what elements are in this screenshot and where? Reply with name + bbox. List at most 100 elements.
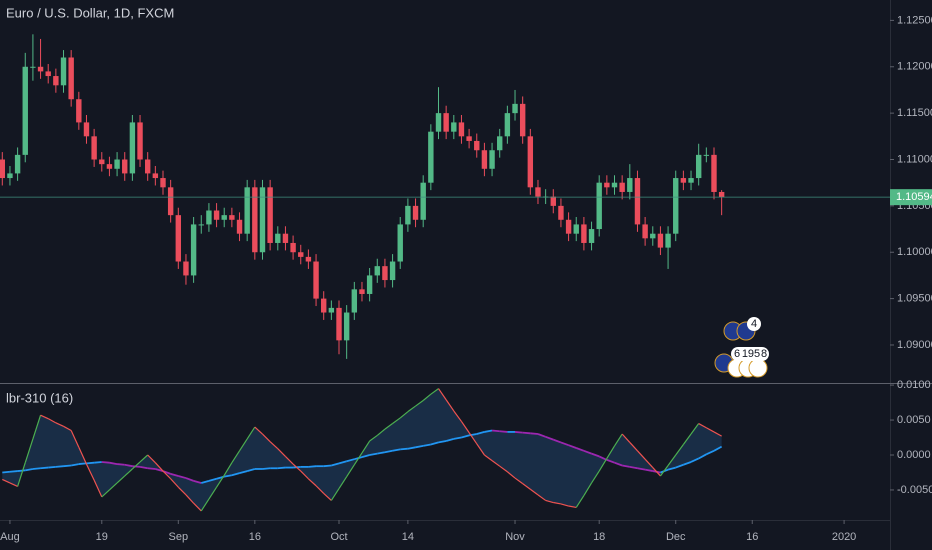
candle-body — [451, 122, 457, 132]
candle-body — [267, 187, 273, 243]
indicator-segment — [55, 422, 64, 427]
indicator-segment — [430, 441, 439, 446]
indicator-segment — [407, 446, 416, 450]
candle-body — [37, 66, 44, 72]
indicator-segment — [506, 471, 516, 479]
y-tick-label: 0.0100 — [897, 379, 931, 391]
indicator-segment — [124, 463, 133, 468]
x-tick-label: 2020 — [832, 531, 856, 543]
indicator-segment — [583, 449, 592, 455]
candle-body — [45, 71, 51, 77]
indicator-segment — [644, 468, 653, 472]
indicator-segment — [415, 399, 424, 407]
candle-body — [305, 256, 312, 262]
candle-body — [382, 266, 388, 281]
indicator-segment — [70, 430, 80, 448]
indicator-segment — [277, 448, 286, 457]
plot-area: Aug 19 Sep 16 Oct 14 Nov 18 Dec 16 2020 1.12500 1.12… — [0, 14, 932, 543]
indicator-segment — [598, 455, 608, 461]
indicator-segment — [690, 457, 700, 463]
indicator-segment — [606, 445, 616, 459]
candle-body — [711, 154, 717, 192]
indicator-segment — [537, 433, 546, 438]
band-fill — [2, 388, 722, 511]
indicator-segment — [109, 482, 118, 491]
indicator-segment — [353, 452, 363, 466]
indicator-segment — [185, 494, 195, 504]
y-tick-label: 1.10000 — [897, 246, 932, 258]
indicator-segment — [614, 433, 623, 447]
indicator-segment — [583, 482, 593, 496]
indicator-segment — [545, 499, 554, 504]
candle-body — [558, 205, 564, 220]
indicator-segment — [139, 465, 148, 470]
indicator-segment — [323, 492, 332, 501]
indicator-segment — [2, 478, 11, 484]
badge-count: 6 — [734, 348, 740, 360]
indicator-segment — [392, 417, 401, 425]
y-tick-label: 1.09500 — [897, 293, 932, 305]
indicator-segment — [315, 485, 325, 494]
candle-body — [114, 159, 120, 169]
indicator-segment — [399, 411, 409, 419]
indicator-segment — [101, 489, 110, 498]
candle-body — [91, 136, 97, 160]
candle-body — [129, 122, 136, 174]
candle-body — [14, 154, 21, 174]
indicator-segment — [47, 418, 57, 424]
indicator-segment — [117, 463, 125, 466]
indicator-segment — [652, 467, 661, 477]
x-tick-label: 16 — [249, 531, 261, 543]
indicator-segment — [308, 465, 317, 468]
indicator-segment — [154, 462, 164, 472]
candle-body — [535, 187, 541, 197]
indicator-segment — [55, 465, 64, 468]
indicator-segment — [644, 458, 654, 468]
indicator-segment — [40, 466, 49, 470]
candle-body — [167, 187, 174, 216]
last-price-label: 1.10594 — [896, 191, 932, 203]
indicator-segment — [201, 479, 210, 484]
indicator-segment — [331, 462, 340, 467]
candle-body — [695, 154, 702, 179]
indicator-segment — [384, 423, 393, 430]
indicator-segment — [262, 467, 271, 470]
candle-body — [458, 122, 465, 137]
y-tick-label: 1.11000 — [897, 153, 932, 165]
indicator-segment — [17, 469, 26, 472]
indicator-segment — [491, 429, 500, 433]
us-flag — [748, 358, 768, 378]
indicator-segment — [63, 425, 72, 432]
indicator-segment — [407, 405, 416, 413]
candle-body — [76, 99, 82, 123]
indicator-segment — [2, 470, 11, 474]
candle-body — [420, 182, 426, 220]
candle-body — [604, 182, 610, 188]
badge-count: 4 — [751, 318, 757, 330]
candle-body — [190, 224, 197, 276]
indicator-segment — [667, 454, 677, 466]
y-tick-label: 1.09000 — [897, 339, 932, 351]
indicator-segment — [476, 443, 485, 456]
candle-body — [83, 122, 90, 137]
indicator-segment — [675, 444, 684, 456]
indicator-segment — [713, 431, 722, 437]
candle-body — [152, 173, 159, 179]
candle-body — [252, 187, 258, 253]
x-tick-label: 18 — [593, 531, 605, 543]
candle-body — [665, 233, 671, 248]
candle-body — [718, 191, 725, 198]
indicator-segment — [484, 454, 493, 462]
x-tick-label: Sep — [169, 531, 189, 543]
indicator-segment — [552, 438, 562, 444]
indicator-segment — [591, 452, 600, 458]
indicator-segment — [101, 461, 110, 464]
indicator-segment — [162, 470, 172, 480]
indicator-segment — [560, 441, 569, 447]
indicator-segment — [468, 432, 478, 445]
x-tick-label: Aug — [0, 531, 20, 543]
x-tick-label: 14 — [402, 531, 414, 543]
indicator-segment — [522, 483, 531, 490]
indicator-segment — [32, 467, 41, 470]
indicator-segment — [17, 462, 26, 487]
